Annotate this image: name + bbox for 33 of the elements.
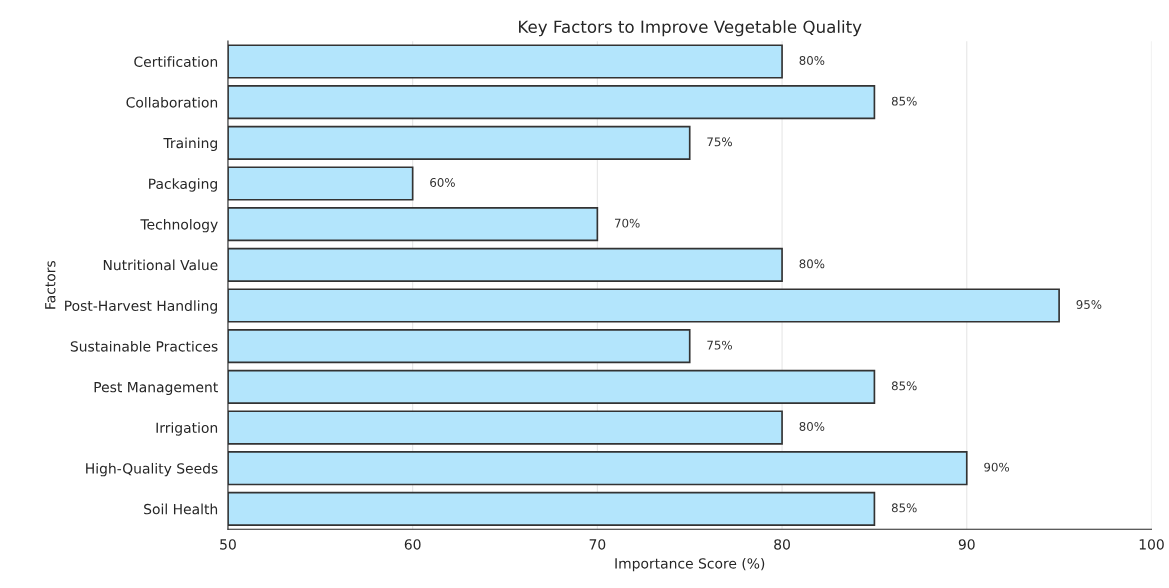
data-label: 85% — [891, 503, 917, 513]
x-tick-label: 80 — [774, 539, 790, 550]
x-tick-label: 70 — [589, 539, 606, 550]
y-tick-label: Training — [163, 137, 217, 151]
y-tick-label: Certification — [134, 56, 218, 67]
y-tick-label: Soil Health — [144, 503, 218, 515]
data-label: 95% — [1076, 300, 1102, 309]
x-tick-label: 60 — [404, 539, 421, 550]
x-tick-label: 100 — [1139, 539, 1164, 550]
data-label: 90% — [984, 462, 1010, 472]
y-tick-label: Collaboration — [126, 96, 218, 108]
data-label: 80% — [799, 55, 825, 65]
y-tick-label: High-Quality Seeds — [86, 462, 218, 477]
data-label: 80% — [799, 422, 825, 431]
y-tick-label: Sustainable Practices — [70, 340, 218, 352]
x-tick-label: 90 — [958, 539, 975, 550]
chart-title: Key Factors to Improve Vegetable Quality — [519, 20, 862, 37]
data-label: 75% — [707, 137, 732, 147]
data-label: 85% — [891, 96, 917, 106]
data-label: 85% — [891, 381, 917, 391]
data-label: 70% — [614, 218, 640, 228]
data-label: 60% — [430, 178, 455, 187]
x-tick-label: 50 — [220, 539, 236, 550]
data-label: 80% — [799, 259, 825, 269]
y-tick-label: Nutritional Value — [103, 259, 218, 271]
y-tick-label: Packaging — [149, 178, 217, 192]
y-tick-label: Irrigation — [156, 422, 218, 436]
x-axis-title: Importance Score (%) — [615, 557, 765, 572]
y-tick-label: Technology — [140, 218, 218, 233]
y-axis-title: Factors — [45, 260, 56, 309]
y-tick-label: Pest Management — [94, 382, 218, 396]
y-tick-label: Post-Harvest Handling — [65, 300, 217, 314]
data-label: 75% — [707, 340, 732, 350]
